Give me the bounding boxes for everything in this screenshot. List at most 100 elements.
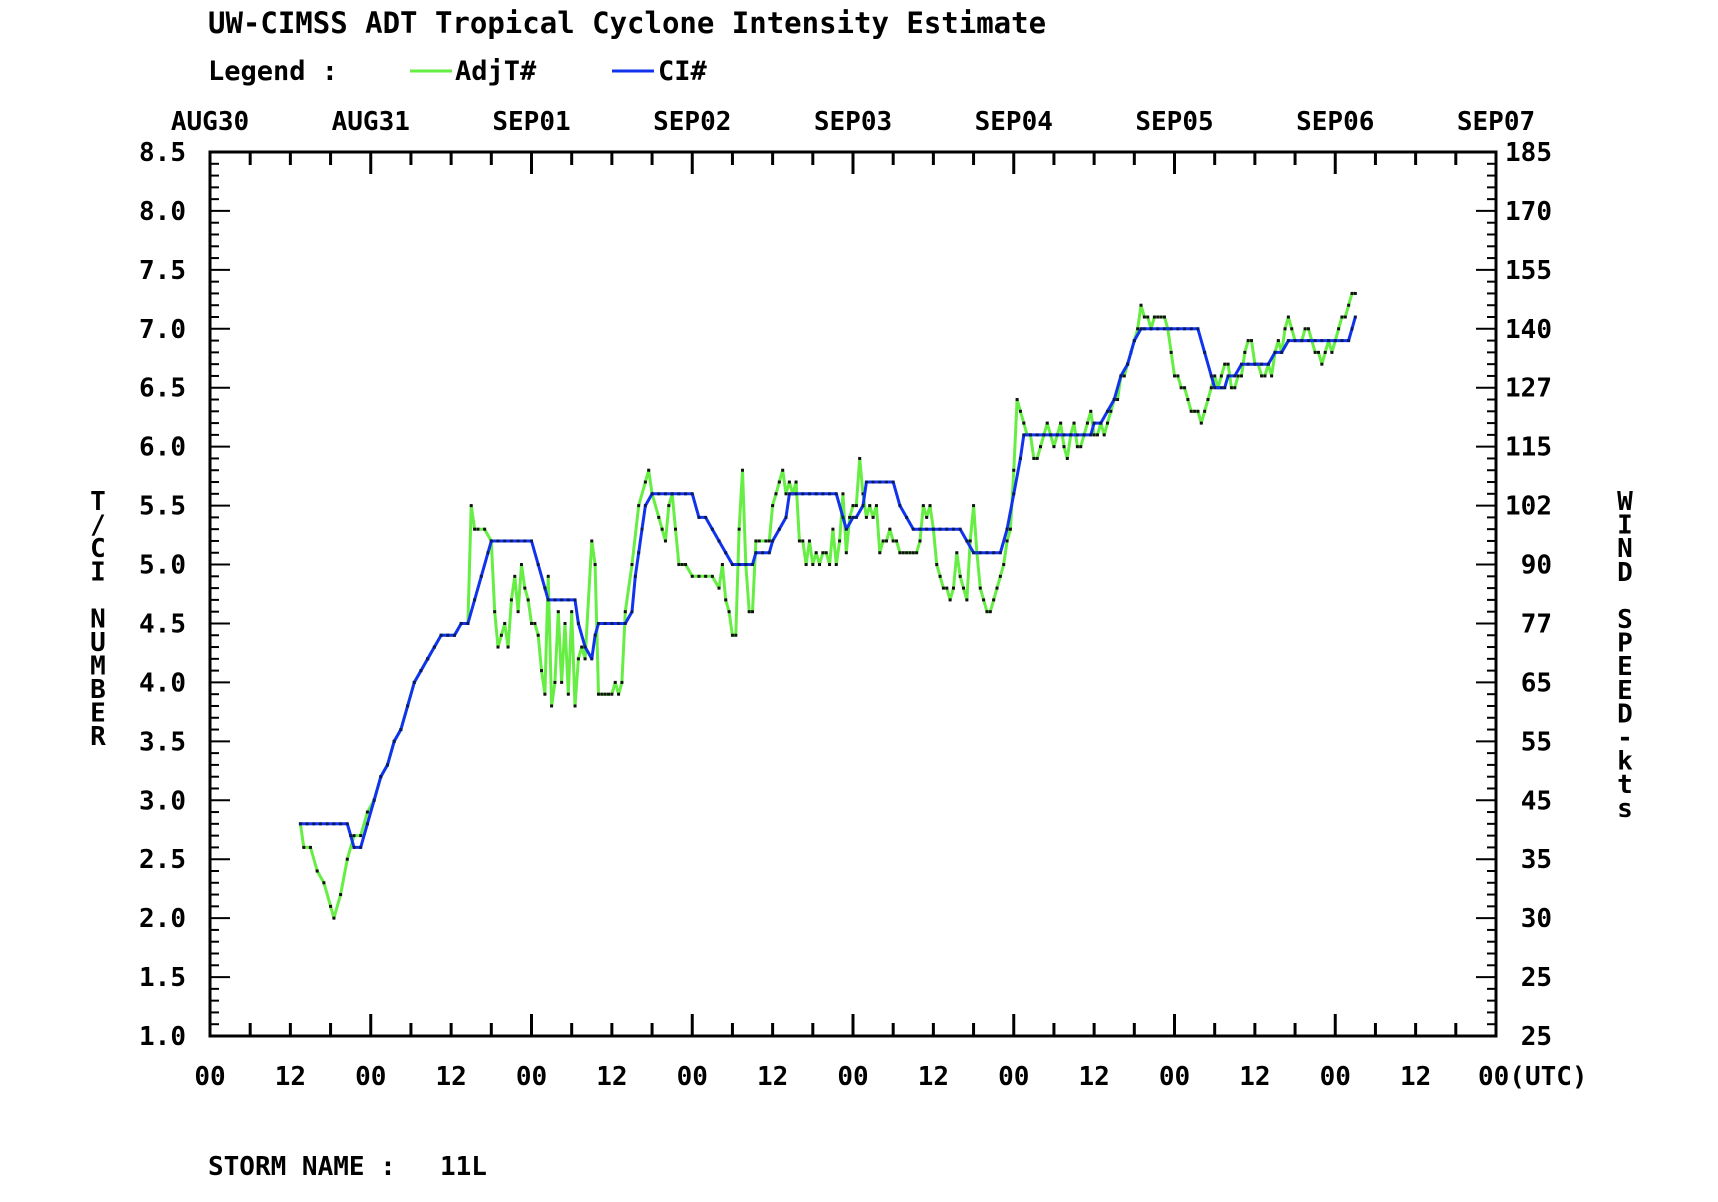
hour-label: 00: [677, 1062, 708, 1092]
axis-title-char: t: [1617, 770, 1633, 800]
data-point: [1018, 456, 1022, 460]
data-point: [814, 492, 818, 496]
data-point: [1005, 539, 1009, 543]
data-point: [583, 645, 587, 649]
data-point: [1092, 421, 1096, 425]
data-point: [801, 539, 805, 543]
data-point: [486, 551, 490, 555]
data-point: [730, 563, 734, 567]
data-point: [1196, 327, 1200, 331]
wind-tick-label: 115: [1505, 433, 1552, 463]
data-point: [570, 610, 574, 614]
data-point: [781, 468, 785, 472]
data-point: [874, 504, 878, 508]
data-point: [1313, 350, 1317, 354]
data-point: [509, 539, 513, 543]
data-point: [553, 598, 557, 602]
y-tick-label: 2.0: [139, 904, 186, 934]
data-point: [958, 527, 962, 531]
wind-tick-label: 35: [1521, 845, 1552, 875]
data-point: [1156, 327, 1160, 331]
axis-title-char: R: [90, 722, 106, 752]
date-labels: AUG30 AUG31 SEP01 SEP02 SEP03 SEP04 SEP05 SEP06…: [171, 107, 1535, 137]
data-point: [603, 621, 607, 625]
data-point: [911, 527, 915, 531]
data-point: [1236, 374, 1240, 378]
data-point: [677, 563, 681, 567]
data-point: [717, 539, 721, 543]
data-point: [1169, 350, 1173, 354]
y-tick-label: 8.5: [139, 138, 186, 168]
data-point: [1266, 362, 1270, 366]
data-point: [757, 539, 761, 543]
data-point: [519, 563, 523, 567]
data-point: [1317, 350, 1321, 354]
data-point: [921, 504, 925, 508]
data-point: [888, 527, 892, 531]
data-point: [744, 563, 748, 567]
wind-tick-label: 102: [1505, 492, 1552, 522]
data-point: [617, 692, 621, 696]
data-point: [690, 492, 694, 496]
data-point: [895, 539, 899, 543]
data-point: [1152, 315, 1156, 319]
date-label: SEP02: [653, 107, 731, 137]
data-point: [824, 551, 828, 555]
data-point: [308, 845, 312, 849]
data-point: [838, 539, 842, 543]
data-point: [305, 822, 309, 826]
data-point: [1106, 409, 1110, 413]
data-point: [322, 881, 326, 885]
date-label: SEP07: [1457, 107, 1535, 137]
data-point: [1102, 433, 1106, 437]
data-point: [1072, 421, 1076, 425]
data-point: [446, 633, 450, 637]
data-point: [479, 574, 483, 578]
data-point: [1052, 445, 1056, 449]
data-point: [372, 798, 376, 802]
series-line: [300, 316, 1357, 849]
data-point: [1156, 315, 1160, 319]
data-point: [1035, 456, 1039, 460]
data-point: [1162, 327, 1166, 331]
data-point: [1005, 527, 1009, 531]
data-point: [473, 598, 477, 602]
axis-title-char: E: [90, 699, 106, 729]
data-point: [509, 598, 513, 602]
hour-label: 12: [1078, 1062, 1109, 1092]
data-point: [1273, 350, 1277, 354]
data-point: [918, 527, 922, 531]
wind-tick-label: 25: [1521, 963, 1552, 993]
data-point: [710, 527, 714, 531]
date-label: SEP04: [975, 107, 1053, 137]
hour-label: 12: [1239, 1062, 1270, 1092]
data-point: [647, 468, 651, 472]
data-point: [767, 539, 771, 543]
data-point: [697, 574, 701, 578]
data-point: [992, 598, 996, 602]
data-point: [576, 657, 580, 661]
data-point: [1280, 350, 1284, 354]
data-point: [540, 669, 544, 673]
data-point: [1303, 327, 1307, 331]
data-point: [1350, 291, 1354, 295]
data-point: [1270, 374, 1274, 378]
data-point: [637, 551, 641, 555]
data-point: [992, 551, 996, 555]
data-point: [325, 822, 329, 826]
data-point: [828, 492, 832, 496]
data-point: [918, 539, 922, 543]
y-tick-label: 3.5: [139, 727, 186, 757]
data-point: [1330, 350, 1334, 354]
data-point: [1350, 327, 1354, 331]
storm-name-value: 11L: [440, 1152, 487, 1182]
data-point: [1149, 327, 1153, 331]
data-point: [1250, 339, 1254, 343]
data-point: [496, 645, 500, 649]
data-point: [580, 645, 584, 649]
data-point: [928, 504, 932, 508]
data-point: [1159, 315, 1163, 319]
wind-tick-label: 185: [1505, 138, 1552, 168]
data-point: [359, 834, 363, 838]
data-point: [898, 551, 902, 555]
